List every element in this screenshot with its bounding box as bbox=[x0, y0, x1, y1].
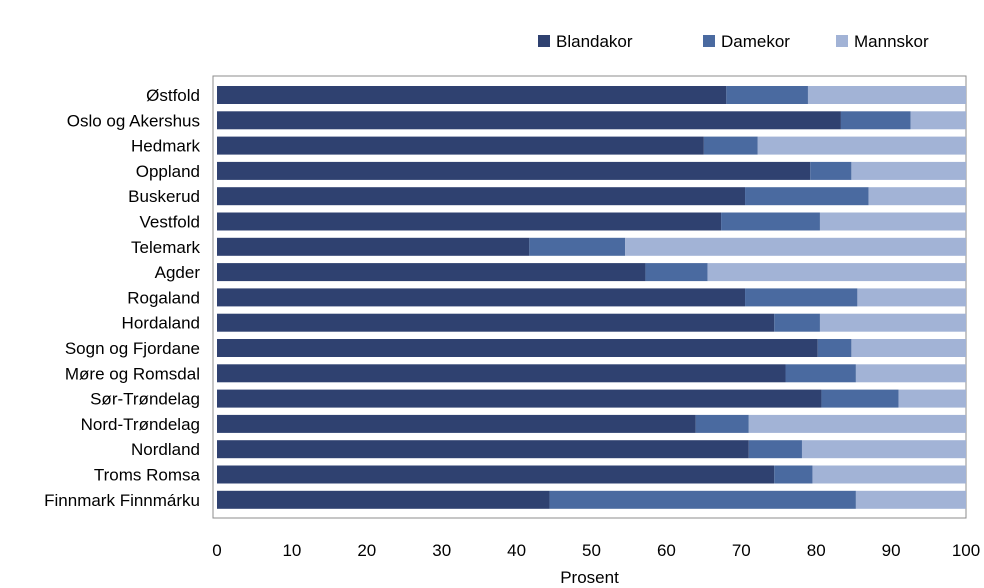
x-tick-label-0: 0 bbox=[212, 541, 221, 560]
bar-rogaland-damekor bbox=[745, 288, 858, 307]
bar-nord-trondelag-mannskor bbox=[748, 414, 966, 433]
bar-oppland-blandakor bbox=[217, 161, 811, 180]
category-label-nordland: Nordland bbox=[131, 440, 200, 459]
bar-more-og-romsdal-damekor bbox=[785, 364, 856, 383]
bar-hordaland-damekor bbox=[774, 313, 820, 332]
bar-nordland-blandakor bbox=[217, 440, 749, 459]
bar-more-og-romsdal-blandakor bbox=[217, 364, 786, 383]
x-axis-tick-labels: 0 10 20 30 40 50 60 70 80 90 100 bbox=[212, 541, 980, 560]
x-tick-label-80: 80 bbox=[807, 541, 826, 560]
category-label-telemark: Telemark bbox=[131, 238, 200, 257]
x-tick-label-70: 70 bbox=[732, 541, 751, 560]
category-label-agder: Agder bbox=[155, 263, 201, 282]
x-tick-label-10: 10 bbox=[282, 541, 301, 560]
bar-troms-romsa-damekor bbox=[774, 465, 813, 484]
legend-swatch-mannskor bbox=[836, 35, 848, 47]
x-tick-label-40: 40 bbox=[507, 541, 526, 560]
category-label-finnmark-finnmarku: Finnmark Finnmárku bbox=[44, 491, 200, 510]
bar-vestfold-mannskor bbox=[819, 212, 966, 231]
category-label-sogn-og-fjordane: Sogn og Fjordane bbox=[65, 339, 200, 358]
bar-finnmark-finnmarku-blandakor bbox=[217, 490, 550, 509]
bar-nord-trondelag-damekor bbox=[695, 414, 749, 433]
x-axis-label: Prosent bbox=[560, 568, 619, 583]
bar-vestfold-damekor bbox=[721, 212, 820, 231]
bar-sogn-og-fjordane-mannskor bbox=[851, 339, 966, 357]
bar-telemark-mannskor bbox=[625, 237, 966, 256]
bar-hordaland-blandakor bbox=[217, 313, 775, 332]
bar-ostfold-mannskor bbox=[807, 86, 966, 104]
bar-oslo-og-akershus-damekor bbox=[840, 111, 911, 130]
bar-agder-mannskor bbox=[707, 263, 966, 282]
legend-label-mannskor: Mannskor bbox=[854, 32, 929, 51]
x-tick-label-20: 20 bbox=[357, 541, 376, 560]
bar-hedmark-blandakor bbox=[217, 136, 704, 155]
bar-sogn-og-fjordane-damekor bbox=[817, 339, 852, 357]
category-label-buskerud: Buskerud bbox=[128, 187, 200, 206]
bar-sogn-og-fjordane-blandakor bbox=[217, 339, 818, 357]
bar-oslo-og-akershus-mannskor bbox=[910, 111, 966, 130]
bar-troms-romsa-mannskor bbox=[812, 465, 966, 484]
bar-oppland-damekor bbox=[810, 161, 852, 180]
category-label-hedmark: Hedmark bbox=[131, 137, 200, 156]
bar-finnmark-finnmarku-damekor bbox=[549, 490, 856, 509]
legend-swatch-damekor bbox=[703, 35, 715, 47]
bar-buskerud-damekor bbox=[745, 187, 869, 206]
bar-agder-blandakor bbox=[217, 263, 646, 282]
bar-vestfold-blandakor bbox=[217, 212, 722, 231]
bar-rogaland-mannskor bbox=[857, 288, 966, 307]
legend: Blandakor Damekor Mannskor bbox=[538, 32, 929, 51]
x-tick-label-100: 100 bbox=[952, 541, 980, 560]
category-label-oslo-og-akershus: Oslo og Akershus bbox=[67, 111, 200, 130]
category-label-rogaland: Rogaland bbox=[127, 288, 200, 307]
bar-sor-trondelag-damekor bbox=[821, 389, 899, 408]
bar-nord-trondelag-blandakor bbox=[217, 414, 696, 433]
bars bbox=[217, 86, 966, 509]
bar-sor-trondelag-blandakor bbox=[217, 389, 822, 408]
category-label-troms-romsa: Troms Romsa bbox=[94, 466, 201, 485]
bar-rogaland-blandakor bbox=[217, 288, 746, 307]
bar-more-og-romsdal-mannskor bbox=[855, 364, 966, 383]
bar-oslo-og-akershus-blandakor bbox=[217, 111, 841, 130]
bar-nordland-mannskor bbox=[801, 440, 966, 459]
bar-oppland-mannskor bbox=[851, 161, 966, 180]
category-label-sor-trondelag: Sør-Trøndelag bbox=[90, 390, 200, 409]
bar-telemark-damekor bbox=[529, 237, 626, 256]
legend-swatch-blandakor bbox=[538, 35, 550, 47]
bar-ostfold-damekor bbox=[726, 86, 808, 104]
bar-hordaland-mannskor bbox=[819, 313, 966, 332]
bar-telemark-blandakor bbox=[217, 237, 530, 256]
category-label-more-og-romsdal: Møre og Romsdal bbox=[65, 364, 200, 383]
bar-buskerud-blandakor bbox=[217, 187, 746, 206]
bar-agder-damekor bbox=[645, 263, 708, 282]
bar-hedmark-mannskor bbox=[757, 136, 966, 155]
bar-sor-trondelag-mannskor bbox=[898, 389, 966, 408]
bar-finnmark-finnmarku-mannskor bbox=[855, 490, 966, 509]
x-tick-label-90: 90 bbox=[882, 541, 901, 560]
bar-buskerud-mannskor bbox=[868, 187, 966, 206]
bar-nordland-damekor bbox=[748, 440, 802, 459]
x-tick-label-50: 50 bbox=[582, 541, 601, 560]
category-label-vestfold: Vestfold bbox=[140, 213, 201, 232]
bar-hedmark-damekor bbox=[703, 136, 758, 155]
bar-troms-romsa-blandakor bbox=[217, 465, 775, 484]
category-label-ostfold: Østfold bbox=[146, 86, 200, 105]
x-tick-label-30: 30 bbox=[432, 541, 451, 560]
x-tick-label-60: 60 bbox=[657, 541, 676, 560]
legend-label-blandakor: Blandakor bbox=[556, 32, 633, 51]
bar-ostfold-blandakor bbox=[217, 86, 727, 104]
category-label-oppland: Oppland bbox=[136, 162, 200, 181]
legend-label-damekor: Damekor bbox=[721, 32, 790, 51]
category-axis-labels: Østfold Oslo og Akershus Hedmark Oppland Bus… bbox=[44, 86, 200, 510]
category-label-nord-trondelag: Nord-Trøndelag bbox=[81, 415, 200, 434]
category-label-hordaland: Hordaland bbox=[122, 314, 200, 333]
